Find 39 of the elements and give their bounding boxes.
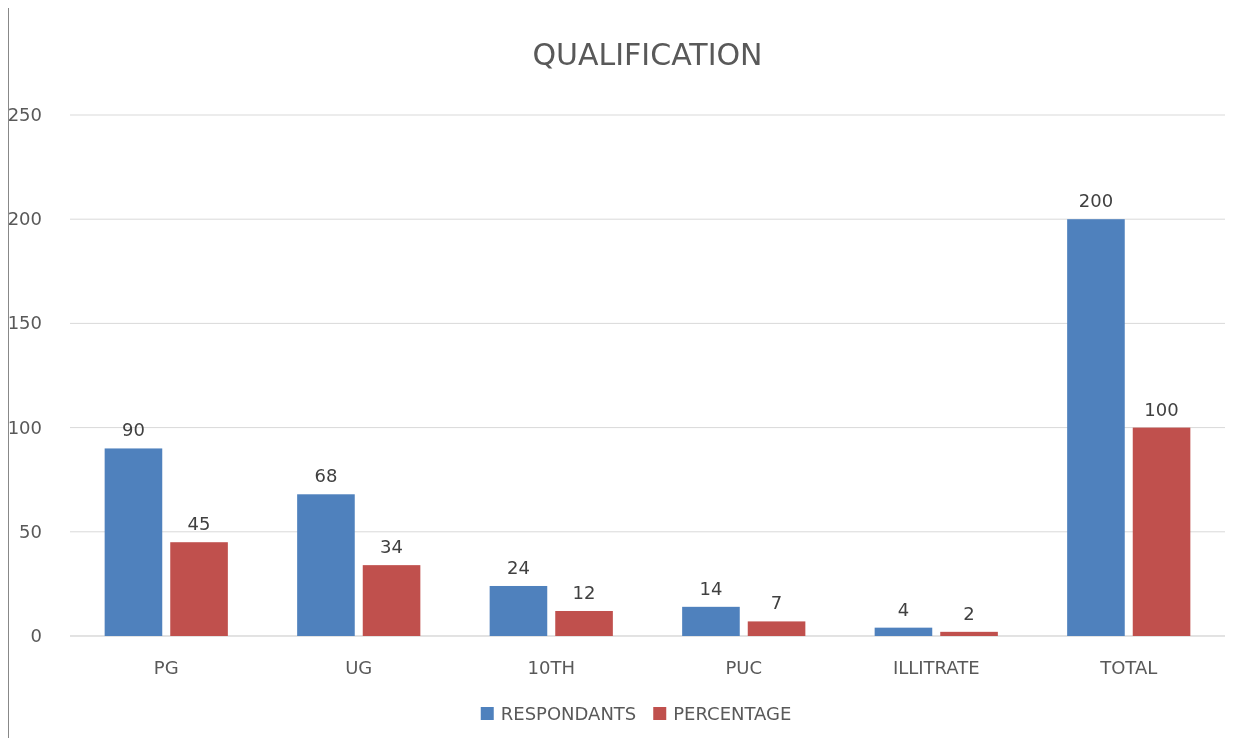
data-label: 90 [122,419,145,441]
bar [1067,219,1125,636]
legend-label: RESPONDANTS [500,703,637,724]
bar [555,610,613,636]
data-label: 34 [380,536,403,558]
y-tick-label: 50 [19,520,42,542]
data-label: 7 [770,592,783,614]
chart-title: QUALIFICATION [532,37,763,72]
bar [874,627,933,636]
bar [297,494,355,636]
data-label: 14 [699,577,723,599]
data-label: 100 [1144,398,1179,420]
x-tick-label: 10TH [527,657,575,678]
y-tick-label: 150 [7,312,42,334]
bar [747,621,806,636]
data-label: 200 [1078,190,1114,212]
x-tick-label: ILLITRATE [892,657,980,678]
y-tick-label: 100 [7,416,42,438]
y-tick-label: 0 [30,625,42,646]
x-tick-label: TOTAL [1099,657,1158,678]
data-label: 45 [187,513,211,535]
y-tick-label: 250 [7,104,42,125]
bar [104,448,163,636]
legend-label: PERCENTAGE [673,703,792,724]
bar [362,565,421,636]
bar [940,631,998,636]
bar [489,585,548,636]
bar [682,606,740,636]
x-tick-label: PUC [725,657,763,678]
data-label: 2 [963,602,975,624]
data-label: 4 [897,598,910,620]
bar [170,542,228,636]
bar [1132,427,1191,636]
x-tick-label: UG [345,657,373,678]
data-label: 68 [314,465,338,487]
data-label: 12 [572,581,596,603]
data-label: 24 [507,556,530,578]
y-tick-label: 200 [7,208,42,230]
x-tick-label: PG [153,657,179,678]
